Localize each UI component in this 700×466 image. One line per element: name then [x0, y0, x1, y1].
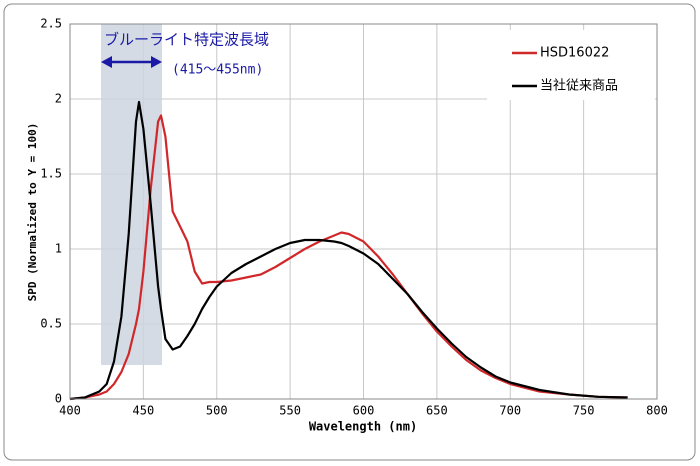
x-tick-label: 550 — [279, 404, 301, 418]
legend-label: 当社従来商品 — [540, 78, 618, 94]
arrow-head — [101, 56, 112, 68]
y-axis-label: SPD (Normalized to Y = 100) — [26, 123, 39, 302]
y-tick-label: 0 — [55, 392, 62, 406]
legend — [487, 30, 655, 100]
plot-border — [69, 23, 658, 400]
x-tick-label: 450 — [133, 404, 155, 418]
legend-label: HSD16022 — [540, 46, 609, 61]
series-line — [69, 100, 628, 401]
y-tick-label: 1.5 — [40, 167, 62, 181]
x-tick-label: 750 — [573, 404, 595, 418]
series-line — [69, 114, 628, 401]
x-tick-label: 600 — [353, 404, 375, 418]
x-axis-label: Wavelength (nm) — [309, 420, 417, 434]
x-tick-label: 800 — [646, 404, 668, 418]
x-tick-label: 700 — [499, 404, 521, 418]
x-tick-label: 650 — [426, 404, 448, 418]
lines — [69, 100, 628, 401]
y-tick-label: 2.5 — [40, 17, 62, 31]
annotation: ブルーライト特定波長域 — [104, 31, 269, 49]
y-tick-label: 0.5 — [40, 317, 62, 331]
frame — [3, 3, 696, 461]
x-tick-label: 400 — [59, 404, 81, 418]
x-tick-label: 500 — [206, 404, 228, 418]
y-tick-label: 1 — [55, 242, 62, 256]
arrow-head — [151, 56, 162, 68]
annotation: (415〜455nm) — [172, 63, 263, 78]
y-tick-label: 2 — [55, 92, 62, 106]
